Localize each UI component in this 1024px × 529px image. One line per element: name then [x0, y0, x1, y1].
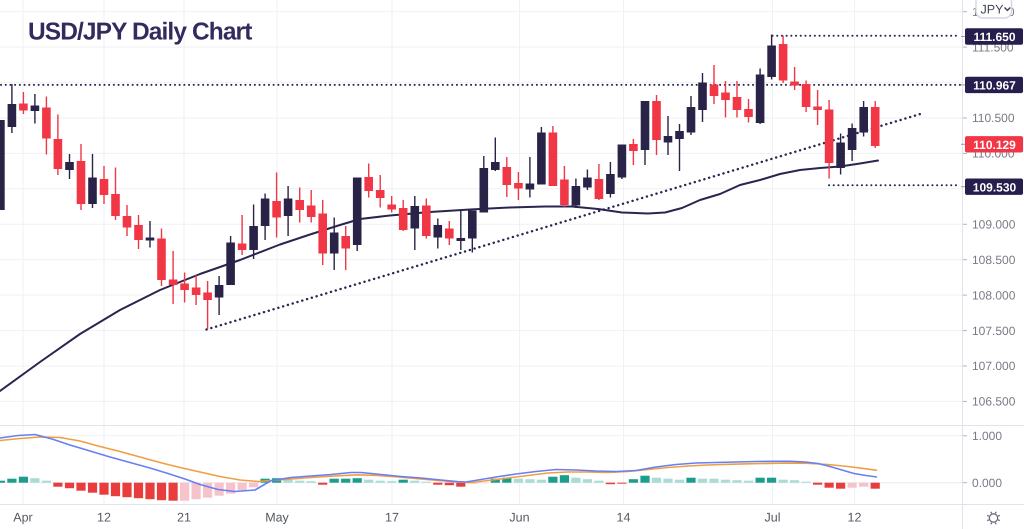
- svg-text:110.967: 110.967: [973, 79, 1016, 93]
- svg-text:109.000: 109.000: [972, 218, 1016, 232]
- svg-text:107.000: 107.000: [972, 359, 1016, 373]
- svg-text:14: 14: [617, 511, 631, 525]
- svg-text:Jun: Jun: [509, 511, 529, 525]
- svg-text:111.650: 111.650: [973, 30, 1015, 44]
- svg-text:107.500: 107.500: [972, 324, 1016, 338]
- svg-text:May: May: [265, 511, 289, 525]
- svg-text:USD/JPY Daily Chart: USD/JPY Daily Chart: [28, 19, 252, 46]
- svg-text:Apr: Apr: [13, 511, 32, 525]
- svg-text:Jul: Jul: [765, 511, 781, 525]
- svg-text:108.000: 108.000: [972, 288, 1016, 302]
- svg-text:110.129: 110.129: [973, 138, 1016, 152]
- svg-text:JPY: JPY: [981, 3, 1005, 17]
- svg-text:0.000: 0.000: [972, 476, 1002, 490]
- svg-text:12: 12: [848, 511, 862, 525]
- svg-text:21: 21: [177, 511, 191, 525]
- svg-text:1.000: 1.000: [972, 429, 1002, 443]
- svg-text:108.500: 108.500: [972, 253, 1016, 267]
- svg-text:12: 12: [97, 511, 111, 525]
- svg-text:109.530: 109.530: [973, 180, 1017, 194]
- svg-text:17: 17: [385, 511, 399, 525]
- svg-text:110.500: 110.500: [972, 111, 1015, 125]
- svg-text:106.500: 106.500: [972, 395, 1016, 409]
